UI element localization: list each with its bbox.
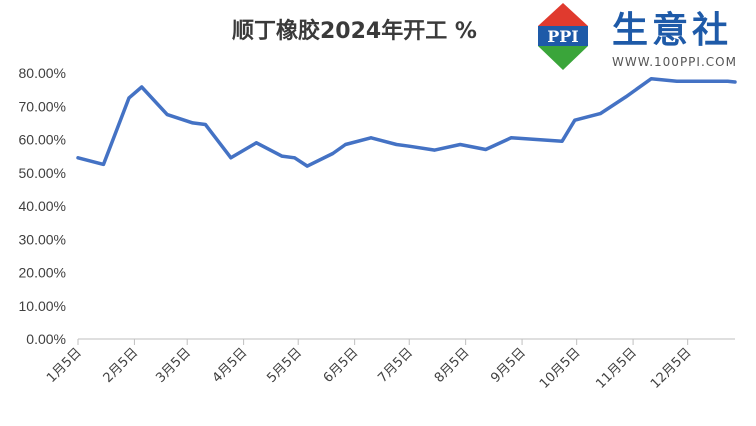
logo-green-triangle: [538, 46, 588, 70]
x-tick-label: 6月5日: [321, 345, 362, 386]
y-tick-label: 0.00%: [26, 331, 66, 347]
y-tick-label: 60.00%: [19, 132, 66, 148]
x-tick-label: 7月5日: [375, 345, 416, 386]
data-point: [675, 79, 679, 83]
y-tick-label: 70.00%: [19, 98, 66, 114]
y-tick-label: 20.00%: [19, 265, 66, 281]
brand-logo: PPI 生意社 WWW.100PPI.COM: [538, 3, 737, 70]
data-point: [458, 143, 462, 146]
data-point: [165, 113, 169, 117]
x-tick-label: 3月5日: [153, 345, 194, 386]
data-point: [624, 95, 628, 99]
x-tick-label: 4月5日: [210, 345, 251, 386]
data-point: [726, 79, 730, 83]
data-point: [280, 154, 284, 158]
y-tick-label: 80.00%: [19, 65, 66, 81]
data-point: [344, 143, 347, 146]
data-point: [509, 136, 513, 140]
data-point: [254, 141, 258, 145]
y-tick-label: 50.00%: [19, 165, 66, 181]
data-point: [369, 136, 373, 140]
data-point: [331, 152, 335, 155]
data-point: [733, 80, 737, 84]
data-point: [102, 162, 105, 166]
data-point: [484, 148, 488, 151]
data-point: [700, 79, 704, 83]
y-axis-ticks: 0.00% 10.00% 20.00% 30.00% 40.00% 50.00% 60.00…: [19, 65, 66, 347]
data-point: [203, 123, 207, 126]
data-point: [573, 118, 577, 122]
brand-name: 生意社: [612, 10, 732, 51]
data-point: [293, 156, 297, 160]
data-point: [191, 121, 195, 125]
data-point: [598, 112, 602, 116]
data-point: [433, 148, 437, 152]
data-point: [395, 143, 398, 146]
logo-ppi-text: PPI: [547, 27, 579, 46]
data-point: [407, 144, 411, 148]
brand-url: WWW.100PPI.COM: [612, 55, 737, 69]
y-tick-label: 30.00%: [19, 231, 66, 247]
data-point: [127, 96, 131, 100]
x-tick-label: 9月5日: [488, 345, 529, 386]
data-point: [649, 77, 653, 81]
x-tick-label: 5月5日: [264, 345, 305, 386]
data-point: [229, 156, 233, 160]
x-tick-label: 1月5日: [44, 345, 85, 386]
data-point: [535, 138, 539, 141]
chart-title: 顺丁橡胶2024年开工 %: [232, 18, 477, 44]
x-tick-label: 8月5日: [432, 345, 473, 386]
data-point: [76, 156, 80, 160]
data-point: [305, 164, 309, 168]
data-point: [140, 85, 144, 89]
x-tick-label: 11月5日: [593, 345, 640, 392]
x-tick-label: 12月5日: [648, 345, 695, 392]
data-point: [560, 139, 564, 143]
logo-blue-band: [538, 26, 588, 46]
x-tick-label: 2月5日: [101, 345, 142, 386]
logo-red-triangle: [538, 3, 588, 26]
x-axis-ticks: 1月5日 2月5日 3月5日 4月5日 5月5日 6月5日 7月5日 8月5日 9月5日 10月5…: [44, 339, 695, 392]
series-line: [76, 76, 737, 168]
x-tick-label: 10月5日: [537, 345, 584, 392]
y-tick-label: 40.00%: [19, 198, 66, 214]
y-tick-label: 10.00%: [19, 298, 66, 314]
data-points: [76, 77, 737, 168]
